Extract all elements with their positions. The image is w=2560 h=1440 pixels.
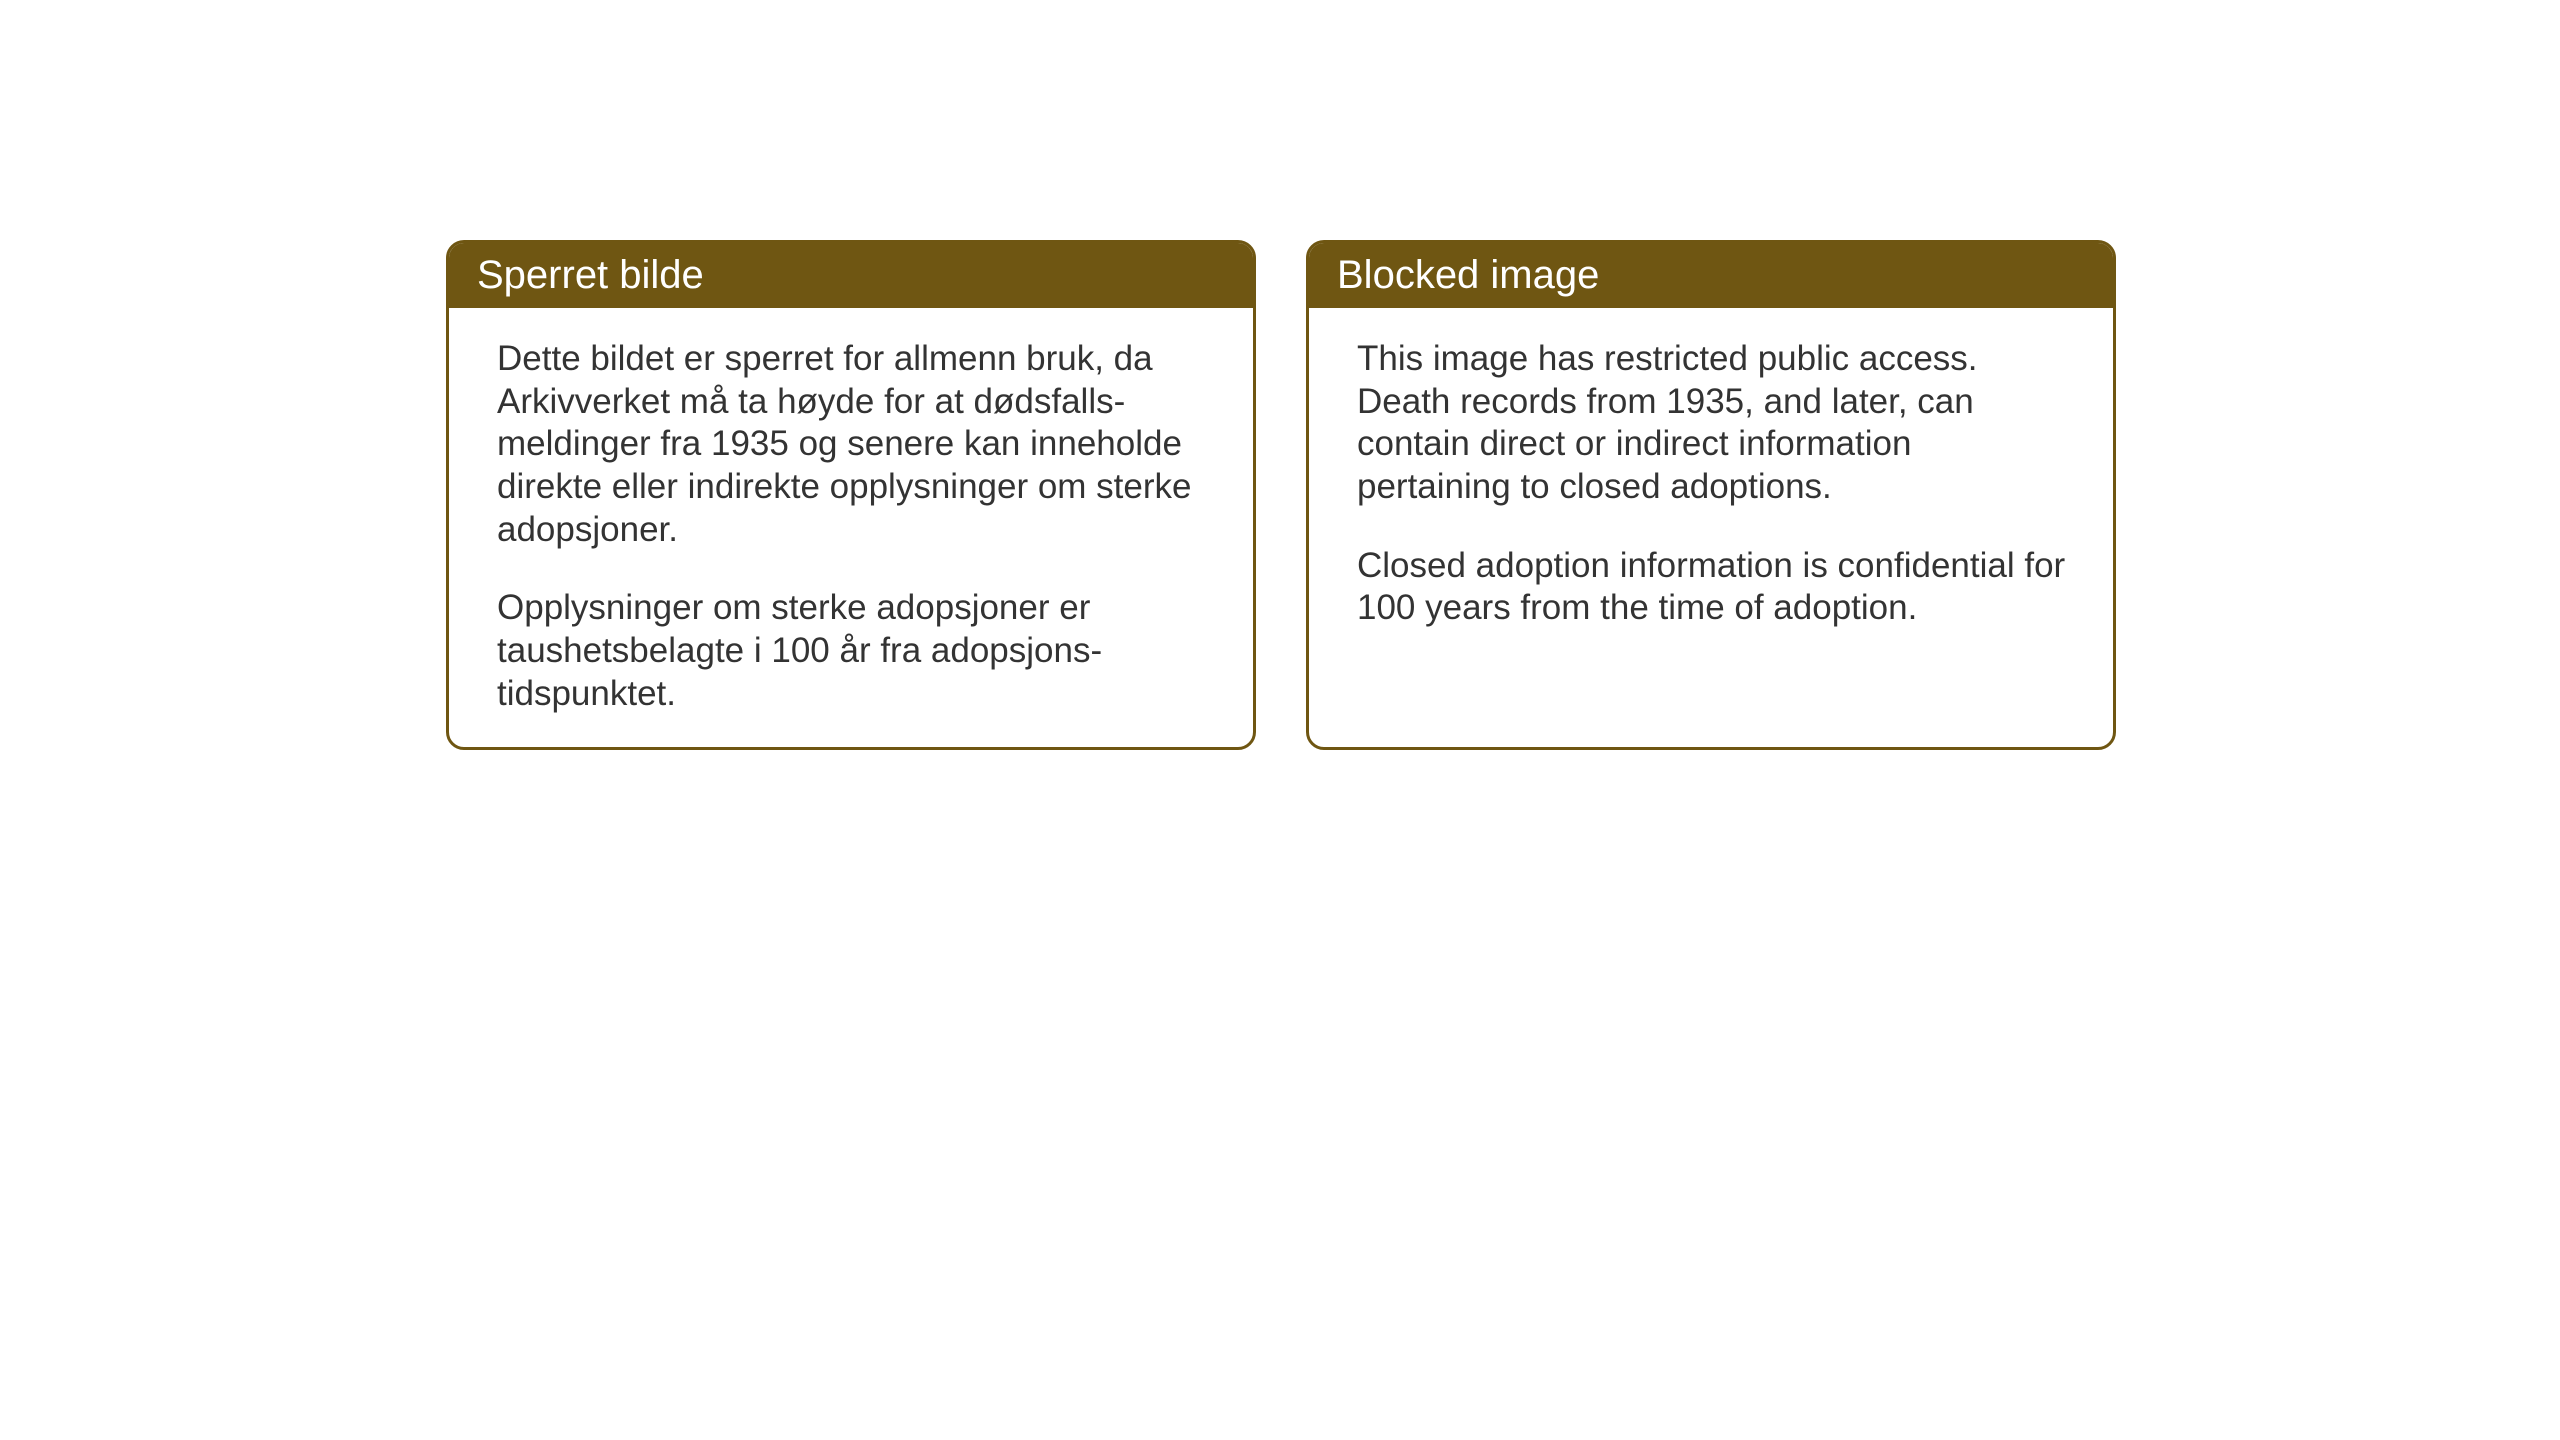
card-title-english: Blocked image (1337, 253, 1599, 297)
notice-card-english: Blocked image This image has restricted … (1306, 240, 2116, 750)
card-header-english: Blocked image (1309, 243, 2113, 308)
notice-container: Sperret bilde Dette bildet er sperret fo… (0, 0, 2560, 750)
card-paragraph-2-norwegian: Opplysninger om sterke adopsjoner er tau… (497, 587, 1213, 715)
notice-card-norwegian: Sperret bilde Dette bildet er sperret fo… (446, 240, 1256, 750)
card-body-english: This image has restricted public access.… (1309, 308, 2113, 660)
card-header-norwegian: Sperret bilde (449, 243, 1253, 308)
card-paragraph-2-english: Closed adoption information is confident… (1357, 545, 2073, 630)
card-paragraph-1-english: This image has restricted public access.… (1357, 338, 2073, 509)
card-body-norwegian: Dette bildet er sperret for allmenn bruk… (449, 308, 1253, 746)
card-title-norwegian: Sperret bilde (477, 253, 704, 297)
card-paragraph-1-norwegian: Dette bildet er sperret for allmenn bruk… (497, 338, 1213, 551)
